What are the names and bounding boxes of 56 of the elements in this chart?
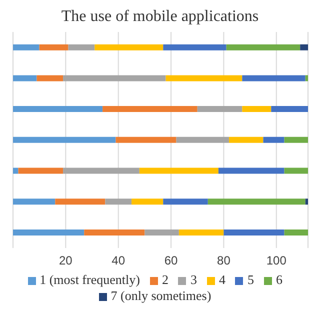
chart-title: The use of mobile applications <box>60 8 260 26</box>
x-tick-label: 20 <box>59 254 73 268</box>
bar <box>208 198 306 205</box>
bar <box>105 198 132 205</box>
bar <box>284 229 308 236</box>
bar <box>13 229 84 236</box>
bar <box>228 136 264 143</box>
bar <box>176 136 229 143</box>
legend-label: 2 <box>162 272 168 287</box>
x-tick-label: 40 <box>112 254 126 268</box>
bar <box>36 75 64 82</box>
bar <box>18 168 64 174</box>
bar <box>300 44 308 50</box>
bar <box>166 75 242 82</box>
bar <box>263 136 284 143</box>
bar <box>39 44 68 50</box>
bar <box>271 106 308 112</box>
legend-label: 7 (only sometimes) <box>110 288 212 303</box>
bar <box>284 136 308 143</box>
bar <box>13 75 37 82</box>
bar <box>242 106 272 112</box>
bar <box>178 229 224 236</box>
bar <box>139 168 218 174</box>
bar <box>224 229 284 236</box>
bar <box>242 75 306 82</box>
bar <box>68 44 95 50</box>
x-tick-label: 80 <box>217 254 231 268</box>
bar <box>284 168 308 174</box>
bar <box>63 75 166 82</box>
bar <box>144 229 179 236</box>
bar <box>55 198 106 205</box>
bar <box>305 198 308 205</box>
legend-label: 4 <box>218 272 226 287</box>
bar <box>218 168 284 174</box>
bar <box>63 168 140 174</box>
bar <box>197 106 242 112</box>
legend-label: 3 <box>190 272 197 287</box>
legend-label: 6 <box>276 272 282 287</box>
bar <box>163 198 208 205</box>
x-tick-label: 100 <box>266 254 287 268</box>
bar <box>116 136 176 143</box>
bar <box>13 198 56 205</box>
bar <box>163 44 226 50</box>
bar <box>84 229 145 236</box>
x-tick-label: 60 <box>164 254 178 268</box>
bar <box>13 44 40 50</box>
bar <box>226 44 300 50</box>
bar <box>305 75 308 82</box>
bar <box>102 106 198 112</box>
bar <box>13 136 116 143</box>
legend-label: 5 <box>247 272 254 287</box>
legend-label: 1 (most frequently) <box>40 272 140 287</box>
bar <box>13 106 103 112</box>
bar <box>94 44 164 50</box>
bar <box>13 168 18 174</box>
bar <box>132 198 164 205</box>
